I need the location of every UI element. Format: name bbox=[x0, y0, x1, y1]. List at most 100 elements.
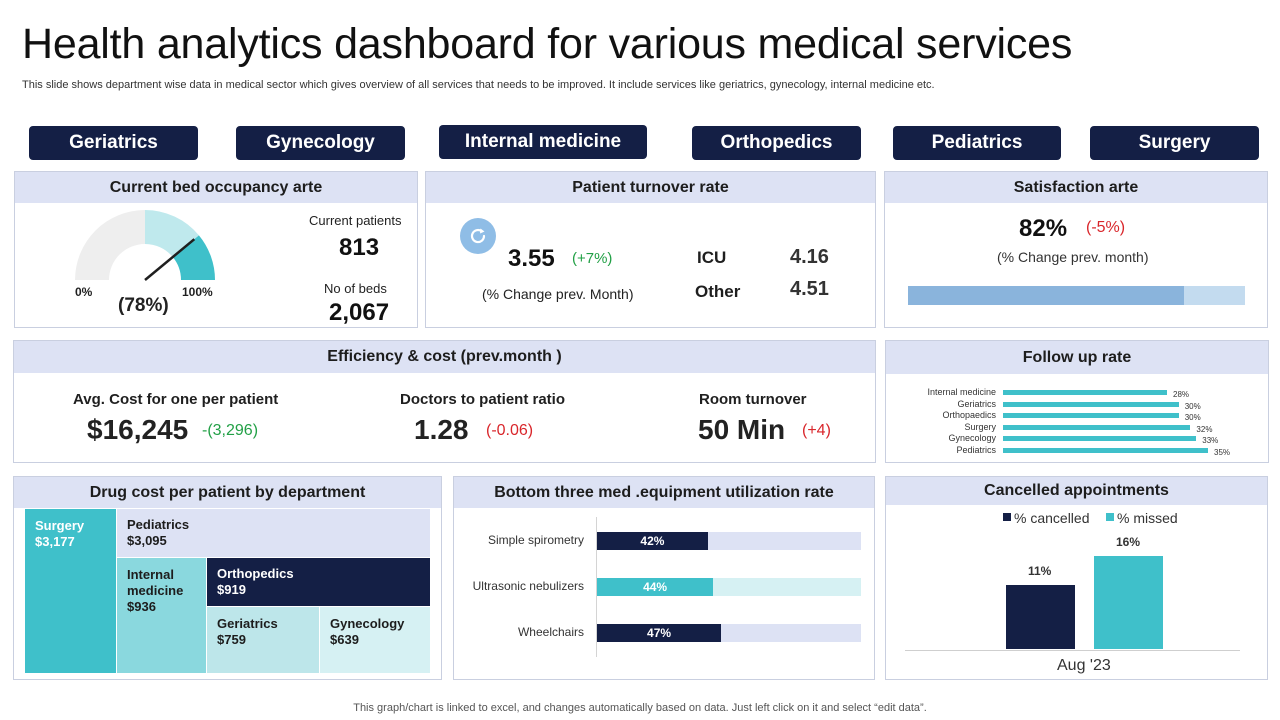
treemap-label: Orthopedics bbox=[217, 566, 294, 581]
drug-cost-panel: Drug cost per patient by department Surg… bbox=[13, 476, 442, 680]
equipment-bar: 42% bbox=[597, 532, 708, 550]
follow-up-label: Pediatrics bbox=[956, 444, 996, 455]
room-value: 50 Min bbox=[698, 414, 786, 445]
satisfaction-bar-fill bbox=[908, 286, 1185, 305]
satisfaction-bar-track bbox=[908, 286, 1245, 305]
follow-up-bar bbox=[1003, 424, 1191, 430]
equipment-bar: 47% bbox=[597, 624, 722, 642]
page-subtitle: This slide shows department wise data in… bbox=[22, 79, 935, 91]
treemap-cell-pediatrics[interactable]: Pediatrics $3,095 bbox=[117, 509, 430, 557]
turnover-change: (+7%) bbox=[572, 250, 613, 267]
legend-missed: % missed bbox=[1117, 510, 1178, 526]
avg-cost-label: Avg. Cost for one per patient bbox=[73, 391, 279, 408]
beds-label: No of beds bbox=[324, 281, 387, 296]
icu-label: ICU bbox=[697, 248, 727, 267]
equipment-label: Simple spirometry bbox=[487, 533, 584, 547]
treemap-cell-orthopedics[interactable]: Orthopedics $919 bbox=[207, 558, 430, 606]
tab-surgery[interactable]: Surgery bbox=[1090, 126, 1259, 160]
tab-geriatrics[interactable]: Geriatrics bbox=[29, 126, 198, 160]
turnover-panel: Patient turnover rate 3.55 (+7%) (% Chan… bbox=[425, 171, 876, 328]
treemap-label-text: Internal medicine bbox=[127, 567, 183, 598]
treemap-value: $919 bbox=[217, 582, 246, 597]
equipment-heading: Bottom three med .equipment utilization … bbox=[454, 477, 874, 508]
follow-up-label: Orthopaedics bbox=[942, 410, 996, 420]
equipment-label: Ultrasonic nebulizers bbox=[472, 579, 584, 593]
treemap-value: $3,177 bbox=[35, 534, 75, 549]
satisfaction-value: 82% bbox=[1019, 215, 1068, 242]
efficiency-panel: Efficiency & cost (prev.month ) Avg. Cos… bbox=[13, 340, 876, 463]
gauge-percent: (78%) bbox=[118, 295, 169, 316]
satisfaction-change: (-5%) bbox=[1086, 219, 1126, 236]
ratio-label: Doctors to patient ratio bbox=[400, 391, 566, 408]
follow-up-value: 32% bbox=[1196, 424, 1213, 434]
bed-occupancy-heading: Current bed occupancy arte bbox=[15, 172, 417, 203]
treemap-value: $759 bbox=[217, 632, 246, 647]
equipment-axis bbox=[596, 517, 597, 657]
current-patients-value: 813 bbox=[339, 234, 380, 261]
treemap-label-word: Internal bbox=[127, 567, 174, 582]
follow-up-bar bbox=[1003, 401, 1179, 407]
gauge-min-label: 0% bbox=[75, 285, 93, 299]
bar-cancelled bbox=[1006, 585, 1075, 649]
satisfaction-change-label: (% Change prev. month) bbox=[997, 249, 1149, 265]
tab-pediatrics[interactable]: Pediatrics bbox=[893, 126, 1061, 160]
bed-occupancy-panel: Current bed occupancy arte 0% 100% (78%)… bbox=[14, 171, 418, 328]
follow-up-bar bbox=[1003, 447, 1208, 453]
drug-cost-heading: Drug cost per patient by department bbox=[14, 477, 441, 508]
legend-swatch-cancelled bbox=[1003, 513, 1011, 521]
ratio-value: 1.28 bbox=[414, 414, 469, 445]
refresh-icon bbox=[460, 218, 496, 254]
satisfaction-panel: Satisfaction arte 82% (-5%) (% Change pr… bbox=[884, 171, 1268, 328]
page-title: Health analytics dashboard for various m… bbox=[22, 20, 1073, 68]
follow-up-label: Surgery bbox=[964, 421, 996, 432]
turnover-value: 3.55 bbox=[508, 245, 555, 272]
icu-value: 4.16 bbox=[790, 246, 829, 268]
ratio-change: (-0.06) bbox=[486, 422, 534, 439]
follow-up-label: Gynecology bbox=[948, 433, 996, 443]
follow-up-value: 33% bbox=[1202, 436, 1219, 445]
other-label: Other bbox=[695, 282, 741, 301]
treemap-value: $3,095 bbox=[127, 533, 167, 548]
footer-note: This graph/chart is linked to excel, and… bbox=[353, 702, 927, 714]
equipment-panel: Bottom three med .equipment utilization … bbox=[453, 476, 875, 680]
other-value: 4.51 bbox=[790, 278, 829, 300]
avg-cost-value: $16,245 bbox=[87, 414, 189, 445]
treemap-label: Pediatrics bbox=[127, 517, 190, 532]
room-change: (+4) bbox=[802, 422, 831, 439]
treemap-cell-internal-medicine[interactable]: Internal medicine $936 bbox=[117, 558, 206, 673]
satisfaction-heading: Satisfaction arte bbox=[885, 172, 1267, 203]
follow-up-heading: Follow up rate bbox=[886, 341, 1268, 374]
follow-up-value: 30% bbox=[1184, 413, 1201, 422]
cancelled-period: Aug '23 bbox=[1057, 657, 1111, 674]
gauge-needle bbox=[144, 238, 196, 281]
follow-up-value: 28% bbox=[1173, 390, 1190, 399]
follow-up-bar bbox=[1003, 413, 1179, 418]
turnover-heading: Patient turnover rate bbox=[426, 172, 875, 203]
gauge-track bbox=[75, 210, 145, 280]
current-patients-label: Current patients bbox=[309, 213, 402, 228]
efficiency-heading: Efficiency & cost (prev.month ) bbox=[14, 341, 875, 373]
treemap-label: Internal medicine bbox=[127, 567, 196, 599]
equipment-label: Wheelchairs bbox=[517, 625, 584, 639]
treemap-cell-geriatrics[interactable]: Geriatrics $759 bbox=[207, 607, 319, 673]
occupancy-gauge bbox=[75, 210, 215, 281]
bar-missed-label: 16% bbox=[1116, 535, 1141, 549]
avg-cost-change: -(3,296) bbox=[202, 422, 259, 439]
treemap-cell-gynecology[interactable]: Gynecology $639 bbox=[320, 607, 430, 673]
follow-up-value: 30% bbox=[1184, 401, 1201, 411]
turnover-change-label: (% Change prev. Month) bbox=[482, 286, 634, 302]
beds-value: 2,067 bbox=[329, 299, 390, 326]
follow-up-value: 35% bbox=[1214, 447, 1231, 457]
tab-internal-medicine[interactable]: Internal medicine bbox=[439, 125, 647, 159]
follow-up-panel: Follow up rate Internal medicine 28% Geria… bbox=[885, 340, 1269, 463]
treemap-cell-surgery[interactable]: Surgery $3,177 bbox=[25, 509, 116, 673]
equipment-bar: 44% bbox=[597, 578, 714, 596]
treemap-label: Surgery bbox=[35, 518, 85, 533]
room-label: Room turnover bbox=[699, 391, 807, 408]
tab-gynecology[interactable]: Gynecology bbox=[236, 126, 405, 160]
follow-up-bar bbox=[1003, 436, 1197, 441]
legend-swatch-missed bbox=[1106, 513, 1114, 521]
tab-orthopedics[interactable]: Orthopedics bbox=[692, 126, 861, 160]
treemap-label: Geriatrics bbox=[217, 616, 278, 631]
follow-up-label: Internal medicine bbox=[927, 387, 996, 397]
